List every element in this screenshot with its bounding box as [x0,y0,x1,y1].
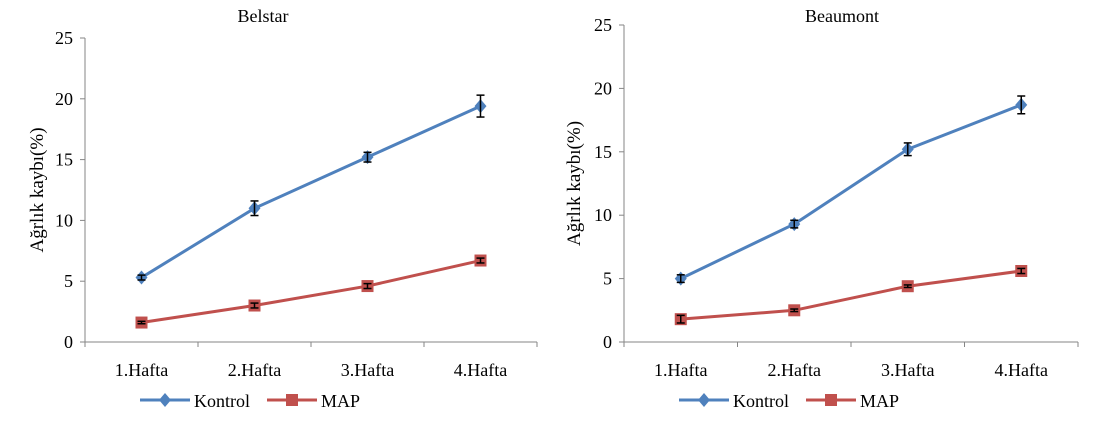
chart1-y-axis-label: Ağrlık kaybı(%) [27,127,48,252]
chart2-y-tick-label: 15 [594,142,612,162]
chart1-y-tick-label: 0 [64,332,73,352]
chart2-series-map-line [680,269,1022,321]
chart1-y-tick-label: 15 [55,150,73,170]
chart2-legend-map-label: MAP [860,391,899,411]
chart2-x-tick-label: 2.Hafta [768,360,821,380]
chart1-legend-kontrol-label: Kontrol [194,391,250,411]
chart1-series-kontrol-line [140,104,482,279]
chart2-series-kontrol-line [680,103,1022,280]
chart1-x-tick-label: 2.Hafta [228,360,281,380]
chart1-y-tick-label: 5 [64,271,73,291]
chart1-x-tick-label: 4.Hafta [454,360,507,380]
chart2-y-tick-label: 25 [594,15,612,35]
chart1-legend-kontrol-marker [159,393,171,407]
chart1-x-tick-label: 1.Hafta [115,360,168,380]
chart2-legend-kontrol-label: Kontrol [733,391,789,411]
chart2-x-tick-label: 4.Hafta [995,360,1048,380]
chart1-y-tick-label: 25 [55,28,73,48]
chart1-x-tick-label: 3.Hafta [341,360,394,380]
chart2-y-axis-label: Ağrlık kaybı(%) [564,121,585,246]
chart1-y-tick-label: 20 [55,89,73,109]
chart1-title: Belstar [238,6,289,26]
chart1-series-map-line [141,259,481,325]
chart2-y-tick-label: 5 [603,269,612,289]
chart2-title: Beaumont [805,6,879,26]
chart1-legend-map-marker [286,394,298,406]
chart2-x-tick-label: 3.Hafta [881,360,934,380]
chart2-y-tick-label: 0 [603,332,612,352]
chart2-y-tick-label: 10 [594,205,612,225]
chart1-y-tick-label: 10 [55,210,73,230]
chart2-x-tick-label: 1.Hafta [654,360,707,380]
chart2-y-tick-label: 20 [594,78,612,98]
chart1-legend-map-label: MAP [321,391,360,411]
chart2-legend-map-marker [825,394,837,406]
chart2-legend-kontrol-marker [698,393,710,407]
